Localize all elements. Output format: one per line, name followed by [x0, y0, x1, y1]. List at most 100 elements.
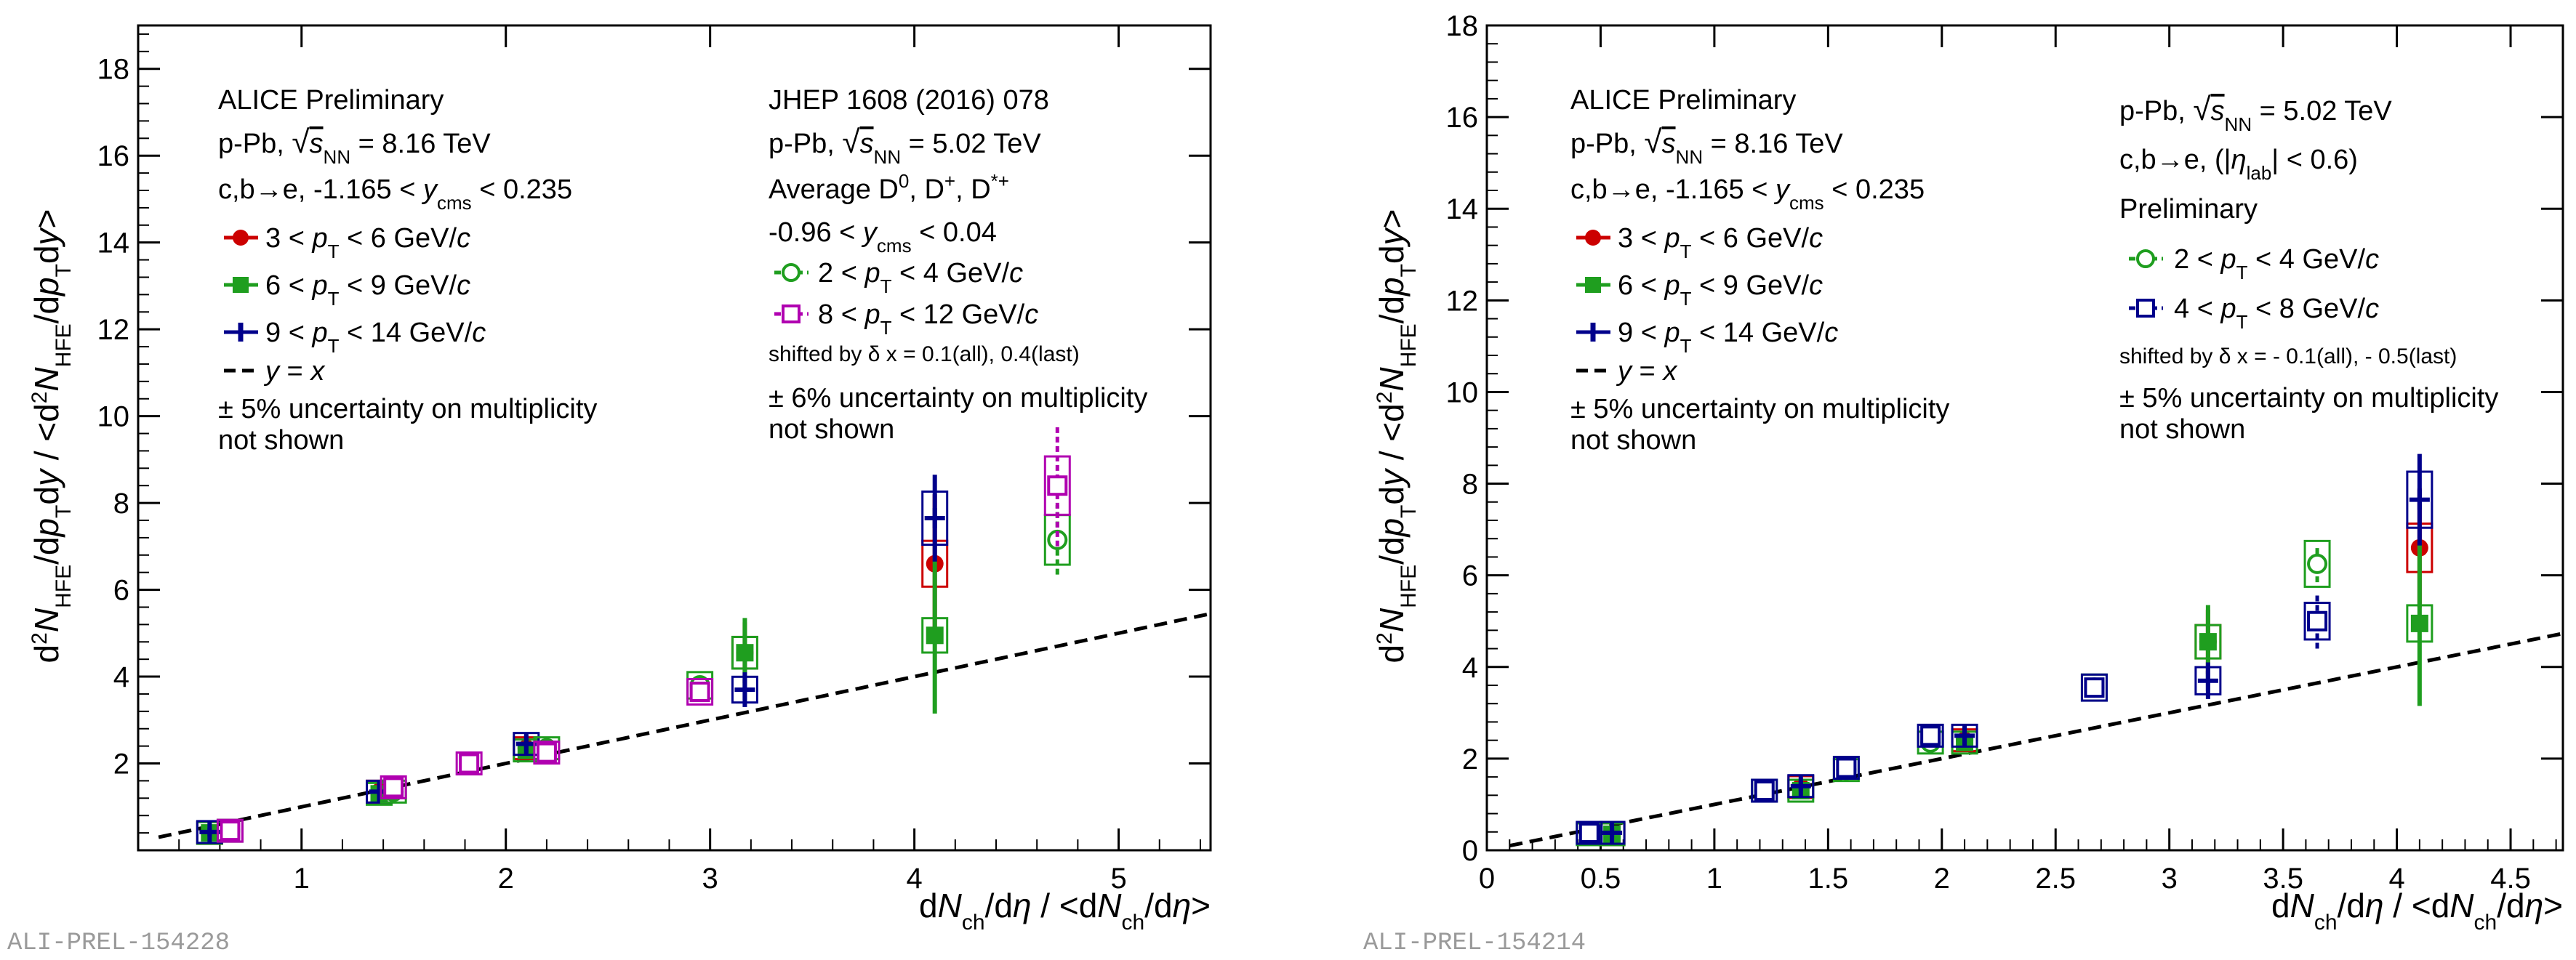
systematic-box: [1043, 455, 1071, 516]
data-point: [689, 681, 710, 702]
left-legend-ref-system: p-Pb, √sNN = 5.02 TeV: [769, 124, 1041, 168]
right-legend-entry-yx: y = x: [1576, 356, 1678, 387]
systematic-box: [455, 751, 483, 776]
right-x-tick-label: 2.5: [2035, 863, 2076, 895]
right-legend-ref-system: p-Pb, √sNN = 5.02 TeV: [2119, 92, 2392, 135]
svg-text:8 < pT < 12 GeV/c: 8 < pT < 12 GeV/c: [818, 299, 1038, 339]
svg-text:4 < pT < 8 GeV/c: 4 < pT < 8 GeV/c: [2174, 294, 2379, 333]
right-y-tick-label: 6: [1462, 560, 1478, 592]
right-x-tick-label: 1.5: [1808, 863, 1849, 895]
data-point: [1836, 757, 1857, 778]
right-legend-ref-prelim: Preliminary: [2119, 194, 2258, 225]
left-legend-title: ALICE Preliminary: [218, 85, 444, 116]
right-y-tick-label: 8: [1462, 469, 1478, 501]
left-legend-ref-note-1: ± 6% uncertainty on multiplicity: [769, 383, 1147, 414]
left-y-tick-label: 14: [97, 227, 130, 259]
svg-text:9 < pT < 14 GeV/c: 9 < pT < 14 GeV/c: [1618, 318, 1838, 357]
systematic-box: [2406, 470, 2433, 529]
left-legend-note-1: ± 5% uncertainty on multiplicity: [218, 394, 597, 424]
svg-text:3 < pT < 6 GeV/c: 3 < pT < 6 GeV/c: [265, 223, 470, 262]
right-legend-system: p-Pb, √sNN = 8.16 TeV: [1570, 124, 1843, 168]
right-y-tick-label: 10: [1446, 376, 1479, 408]
right-y-tick-label: 12: [1446, 285, 1479, 317]
data-point: [220, 820, 241, 842]
right-y-tick-label: 16: [1446, 102, 1479, 134]
systematic-box: [731, 635, 758, 670]
left-plot-frame: [137, 24, 1212, 852]
left-legend-ref: JHEP 1608 (2016) 078: [769, 85, 1049, 116]
systematic-box: [1787, 774, 1815, 799]
systematic-box: [2406, 604, 2433, 643]
data-point: [459, 753, 480, 774]
data-point: [2410, 614, 2428, 632]
data-point: [383, 777, 404, 798]
svg-text:y = x: y = x: [263, 356, 326, 387]
data-point: [1578, 823, 1600, 844]
left-x-axis-label: dNch/dη / <dNch/dη>: [919, 887, 1211, 935]
right-y-equals-x-line: [1509, 632, 2564, 848]
systematic-box: [216, 818, 244, 843]
systematic-box: [1598, 820, 1626, 845]
left-legend-entry-red: 3 < pT < 6 GeV/c: [224, 223, 470, 262]
data-point: [1754, 780, 1775, 802]
data-point: [2084, 677, 2105, 698]
left-y-tick-label: 6: [113, 575, 129, 607]
data-point: [736, 644, 754, 662]
svg-text:2 < pT < 4 GeV/c: 2 < pT < 4 GeV/c: [818, 258, 1023, 297]
right-legend-entry-blue-open: 4 < pT < 8 GeV/c: [2129, 294, 2379, 333]
left-y-axis-label: d2NHFE/dpTdy / <d2NHFE/dpTdy>: [28, 209, 76, 663]
data-point: [926, 626, 944, 645]
systematic-box: [731, 675, 758, 704]
right-y-tick-label: 0: [1462, 835, 1478, 867]
left-y-tick-label: 10: [97, 401, 130, 433]
right-x-tick-label: 0.5: [1581, 863, 1621, 895]
svg-text:2 < pT < 4 GeV/c: 2 < pT < 4 GeV/c: [2174, 244, 2379, 283]
data-point: [2199, 633, 2217, 651]
left-y-tick-label: 8: [113, 488, 129, 520]
right-y-axis-label: d2NHFE/dpTdy / <d2NHFE/dpTdy>: [1373, 209, 1421, 663]
left-legend-entry-d-magenta: 8 < pT < 12 GeV/c: [774, 299, 1038, 339]
data-point: [1047, 475, 1068, 496]
left-legend-note-2: not shown: [218, 425, 344, 456]
right-x-axis-label: dNch/dη / <dNch/dη>: [2271, 887, 2563, 935]
right-x-tick-label: 4: [2388, 863, 2404, 895]
left-legend-entry-green: 6 < pT < 9 GeV/c: [224, 270, 470, 310]
right-legend-ref-note-1: ± 5% uncertainty on multiplicity: [2119, 383, 2498, 414]
systematic-box: [921, 617, 949, 654]
systematic-box: [1576, 820, 1603, 845]
left-y-tick-label: 16: [97, 140, 130, 172]
right-legend-entry-green-open: 2 < pT < 4 GeV/c: [2129, 244, 2379, 283]
left-x-tick-label: 5: [1110, 863, 1126, 895]
left-x-tick-label: 3: [702, 863, 718, 895]
systematic-box: [2303, 539, 2331, 588]
left-y-tick-label: 2: [113, 749, 129, 780]
left-legend-ref-avg: Average D0, D+, D*+: [769, 170, 1009, 205]
left-x-tick-label: 1: [294, 863, 310, 895]
right-legend-note-1: ± 5% uncertainty on multiplicity: [1570, 394, 1949, 424]
svg-text:3 < pT < 6 GeV/c: 3 < pT < 6 GeV/c: [1618, 223, 1823, 262]
left-y-tick-label: 12: [97, 314, 130, 346]
left-x-tick-label: 2: [498, 863, 514, 895]
left-legend-shift: shifted by δ x = 0.1(all), 0.4(last): [769, 342, 1080, 366]
right-x-tick-label: 3: [2162, 863, 2178, 895]
right-legend-ref-note-2: not shown: [2119, 414, 2245, 445]
right-x-tick-label: 3.5: [2263, 863, 2303, 895]
systematic-box: [686, 678, 714, 706]
svg-text:9 < pT < 14 GeV/c: 9 < pT < 14 GeV/c: [265, 318, 486, 357]
right-y-tick-label: 14: [1446, 193, 1479, 225]
left-legend-entry-blue: 9 < pT < 14 GeV/c: [224, 318, 486, 357]
data-point: [2307, 553, 2328, 574]
left-legend-channel: c,b→e, -1.165 < ycms < 0.235: [218, 174, 572, 214]
left-legend-entry-d-green: 2 < pT < 4 GeV/c: [774, 258, 1023, 297]
left-legend-entry-yx: y = x: [224, 356, 326, 387]
systematic-box: [1751, 778, 1778, 803]
right-legend-entry-green: 6 < pT < 9 GeV/c: [1576, 270, 1823, 310]
right-legend-note-2: not shown: [1570, 425, 1696, 456]
right-legend-shift: shifted by δ x = - 0.1(all), - 0.5(last): [2119, 344, 2457, 368]
right-y-tick-label: 18: [1446, 10, 1479, 42]
systematic-box: [2194, 666, 2222, 695]
right-legend-ref-channel: c,b→e, (|ηlab| < 0.6): [2119, 145, 2358, 184]
